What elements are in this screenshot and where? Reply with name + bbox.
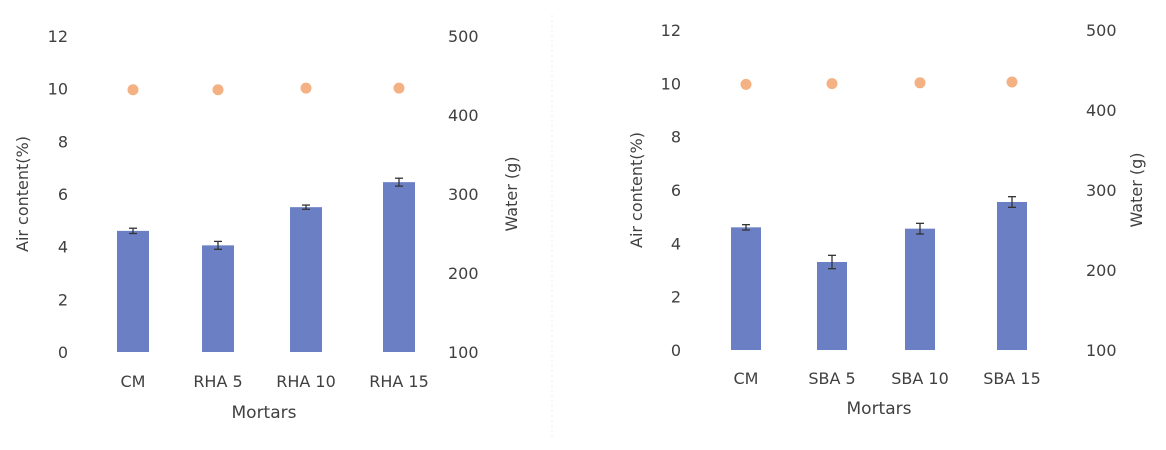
y2-tick-label: 500: [448, 27, 479, 46]
water-point: [740, 78, 752, 90]
water-point: [212, 84, 224, 96]
x-axis-title: Mortars: [847, 399, 912, 419]
y-tick-label: 12: [48, 27, 68, 46]
y-tick-label: 2: [58, 290, 68, 309]
chart-right-sba: 0 2 4 6 8 10 12 100 200 300 400 500 CM SBA 5 SBA 10 SBA…: [627, 21, 1146, 419]
y-tick-label: 0: [671, 341, 681, 360]
error-bar: [916, 222, 924, 235]
y-tick-label: 4: [671, 234, 681, 253]
category-label: RHA 15: [369, 372, 429, 391]
error-bar: [742, 224, 750, 231]
y2-tick-label: 100: [448, 343, 479, 362]
y2-tick-label: 300: [448, 185, 479, 204]
bar: [997, 202, 1027, 350]
y2-tick-label: 200: [448, 264, 479, 283]
water-point: [1006, 76, 1018, 88]
y2-tick-label: 400: [448, 106, 479, 125]
y-tick-label: 4: [58, 238, 68, 257]
chart-left-rha: 0 2 4 6 8 10 12 100 200 300 400 500 CM RHA 5 RHA 10 RHA…: [13, 27, 521, 423]
bar: [117, 230, 149, 352]
bar: [383, 182, 415, 352]
y-tick-label: 10: [661, 74, 681, 93]
y2-axis-title: Water (g): [502, 156, 521, 231]
bar: [817, 262, 847, 350]
water-point: [914, 77, 926, 89]
y2-tick-label: 300: [1086, 181, 1117, 200]
y-axis-title: Air content(%): [627, 132, 646, 248]
y2-tick-label: 100: [1086, 341, 1117, 360]
y2-axis-title: Water (g): [1127, 152, 1146, 227]
y-axis-title: Air content(%): [13, 136, 32, 252]
water-point: [127, 84, 139, 96]
error-bar: [1008, 196, 1016, 208]
bar: [731, 227, 761, 350]
y-tick-label: 8: [58, 132, 68, 151]
category-label: SBA 5: [808, 369, 855, 388]
y-tick-label: 6: [671, 181, 681, 200]
water-point: [393, 82, 405, 94]
y-tick-label: 10: [48, 80, 68, 99]
y2-tick-label: 400: [1086, 101, 1117, 120]
error-bar: [129, 227, 137, 235]
error-bar: [828, 254, 836, 270]
y-tick-label: 0: [58, 343, 68, 362]
error-bar: [214, 240, 222, 250]
bar: [202, 245, 234, 352]
y-tick-label: 2: [671, 288, 681, 307]
category-label: CM: [121, 372, 146, 391]
category-label: SBA 15: [983, 369, 1041, 388]
y2-tick-label: 200: [1086, 261, 1117, 280]
y-tick-label: 6: [58, 185, 68, 204]
category-label: CM: [734, 369, 759, 388]
y-tick-label: 8: [671, 128, 681, 147]
water-point: [826, 78, 838, 90]
y2-tick-label: 500: [1086, 21, 1117, 40]
category-label: RHA 5: [193, 372, 242, 391]
category-label: RHA 10: [276, 372, 336, 391]
error-bar: [395, 177, 403, 187]
error-bar: [302, 204, 310, 210]
water-point: [300, 82, 312, 94]
bar: [905, 228, 935, 350]
bar: [290, 207, 322, 352]
category-label: SBA 10: [891, 369, 949, 388]
y-tick-label: 12: [661, 21, 681, 40]
x-axis-title: Mortars: [232, 403, 297, 423]
